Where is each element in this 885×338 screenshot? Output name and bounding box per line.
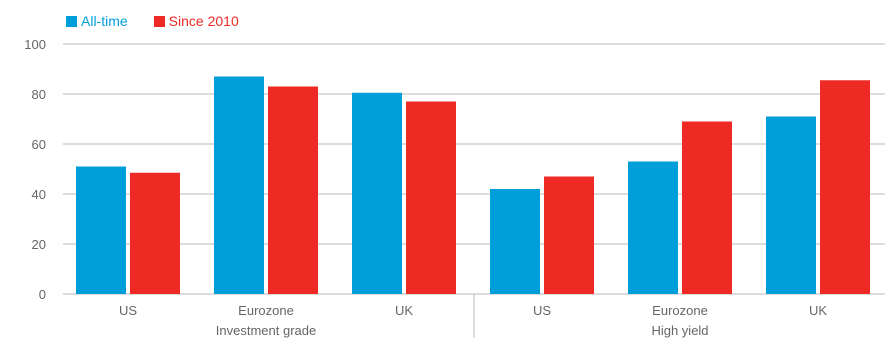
group-label-1: High yield xyxy=(651,323,708,338)
category-label-4: Eurozone xyxy=(652,303,708,318)
y-tick-label-60: 60 xyxy=(32,137,46,152)
bar-all-time-5 xyxy=(766,116,816,294)
bar-since-2010-3 xyxy=(544,176,594,294)
category-label-3: US xyxy=(533,303,551,318)
y-tick-label-20: 20 xyxy=(32,237,46,252)
category-label-5: UK xyxy=(809,303,827,318)
legend-item-since-2010: Since 2010 xyxy=(153,13,239,29)
legend-label-since-2010: Since 2010 xyxy=(168,13,239,29)
group-label-0: Investment grade xyxy=(216,323,316,338)
legend-swatch-all-time xyxy=(66,15,77,27)
bar-all-time-2 xyxy=(352,92,402,294)
y-tick-label-80: 80 xyxy=(32,87,46,102)
bar-since-2010-0 xyxy=(130,172,180,294)
category-label-1: Eurozone xyxy=(238,303,294,318)
category-label-2: UK xyxy=(395,303,413,318)
category-label-0: US xyxy=(119,303,137,318)
bar-since-2010-2 xyxy=(406,101,456,294)
bar-since-2010-4 xyxy=(682,121,732,294)
bar-since-2010-1 xyxy=(268,86,318,294)
legend-label-all-time: All-time xyxy=(81,13,128,29)
legend-item-all-time: All-time xyxy=(66,13,128,29)
legend: All-time Since 2010 xyxy=(66,13,239,29)
bar-all-time-0 xyxy=(76,166,126,294)
bar-all-time-3 xyxy=(490,189,540,294)
legend-swatch-since-2010 xyxy=(153,15,165,27)
bar-since-2010-5 xyxy=(820,80,870,294)
y-tick-label-40: 40 xyxy=(32,187,46,202)
bar-all-time-4 xyxy=(628,161,678,294)
y-tick-label-0: 0 xyxy=(39,287,46,302)
y-tick-label-100: 100 xyxy=(24,37,46,52)
bar-all-time-1 xyxy=(214,76,264,294)
